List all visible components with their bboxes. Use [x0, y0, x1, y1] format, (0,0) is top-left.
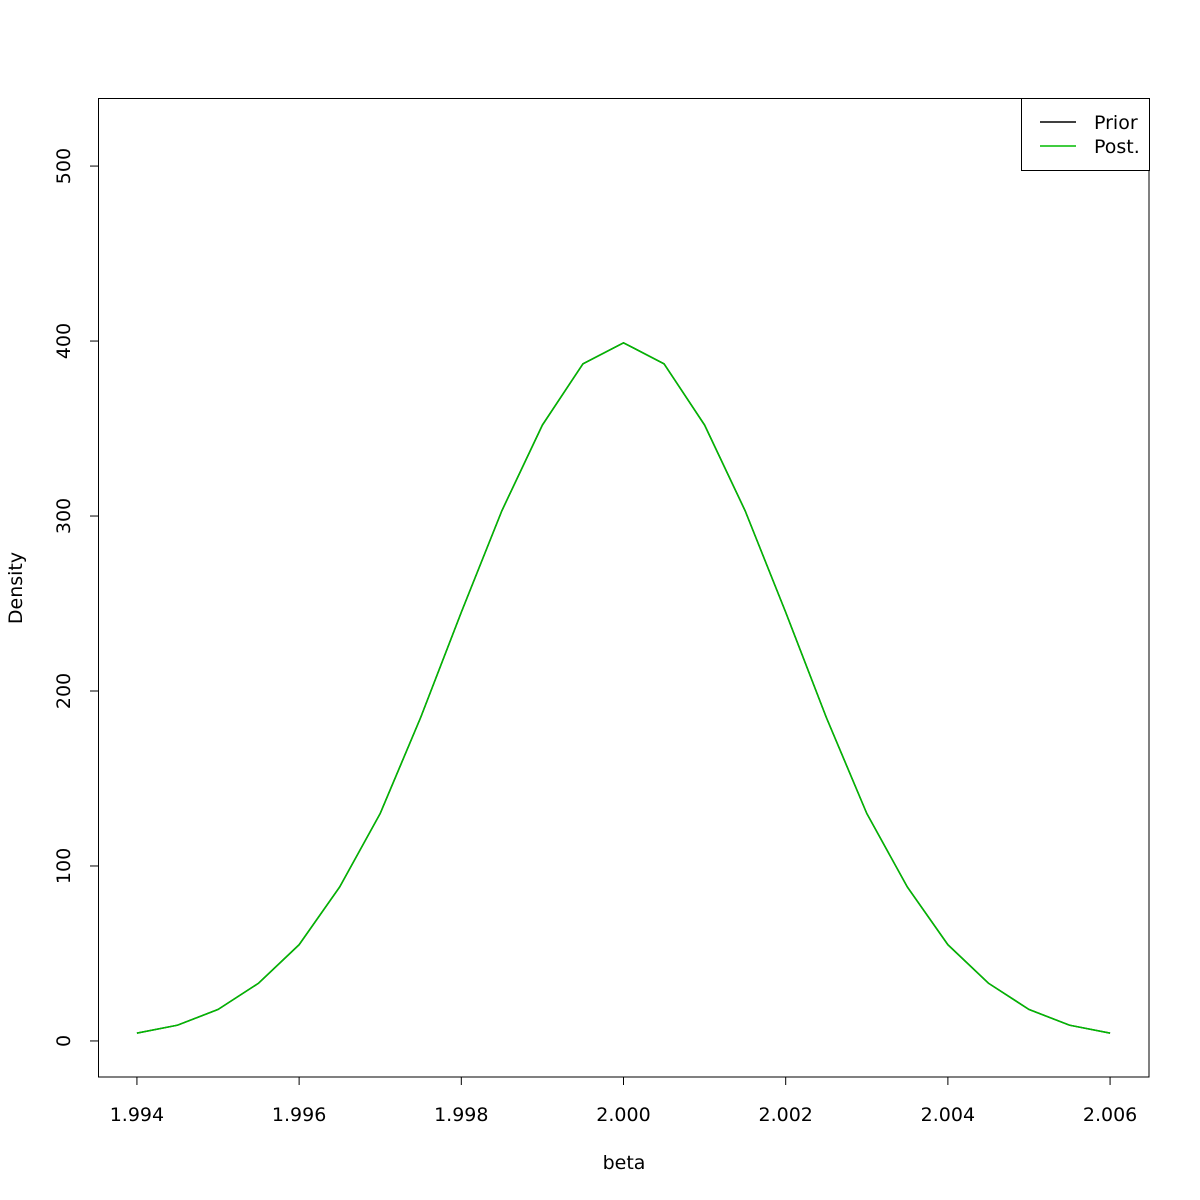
y-tick-label: 500 [53, 148, 75, 184]
x-axis-label: beta [603, 1152, 646, 1174]
legend-label: Post. [1094, 136, 1140, 158]
x-tick-label: 1.996 [272, 1104, 326, 1126]
y-tick-label: 100 [53, 848, 75, 884]
x-tick-label: 2.004 [921, 1104, 975, 1126]
y-tick-label: 0 [53, 1035, 75, 1047]
plot-frame [98, 98, 1150, 1078]
y-axis-label: Density [5, 552, 27, 624]
series-line [136, 341, 1111, 1034]
y-tick-label: 400 [53, 323, 75, 359]
x-tick-label: 1.998 [434, 1104, 488, 1126]
y-tick-label: 200 [53, 673, 75, 709]
series-line [136, 341, 1111, 1034]
legend-label: Prior [1094, 112, 1138, 134]
legend-box [1021, 98, 1150, 171]
x-tick-label: 2.002 [758, 1104, 812, 1126]
x-tick-label: 2.006 [1083, 1104, 1137, 1126]
y-tick-label: 300 [53, 498, 75, 534]
x-tick-label: 2.000 [596, 1104, 650, 1126]
x-tick-label: 1.994 [110, 1104, 164, 1126]
